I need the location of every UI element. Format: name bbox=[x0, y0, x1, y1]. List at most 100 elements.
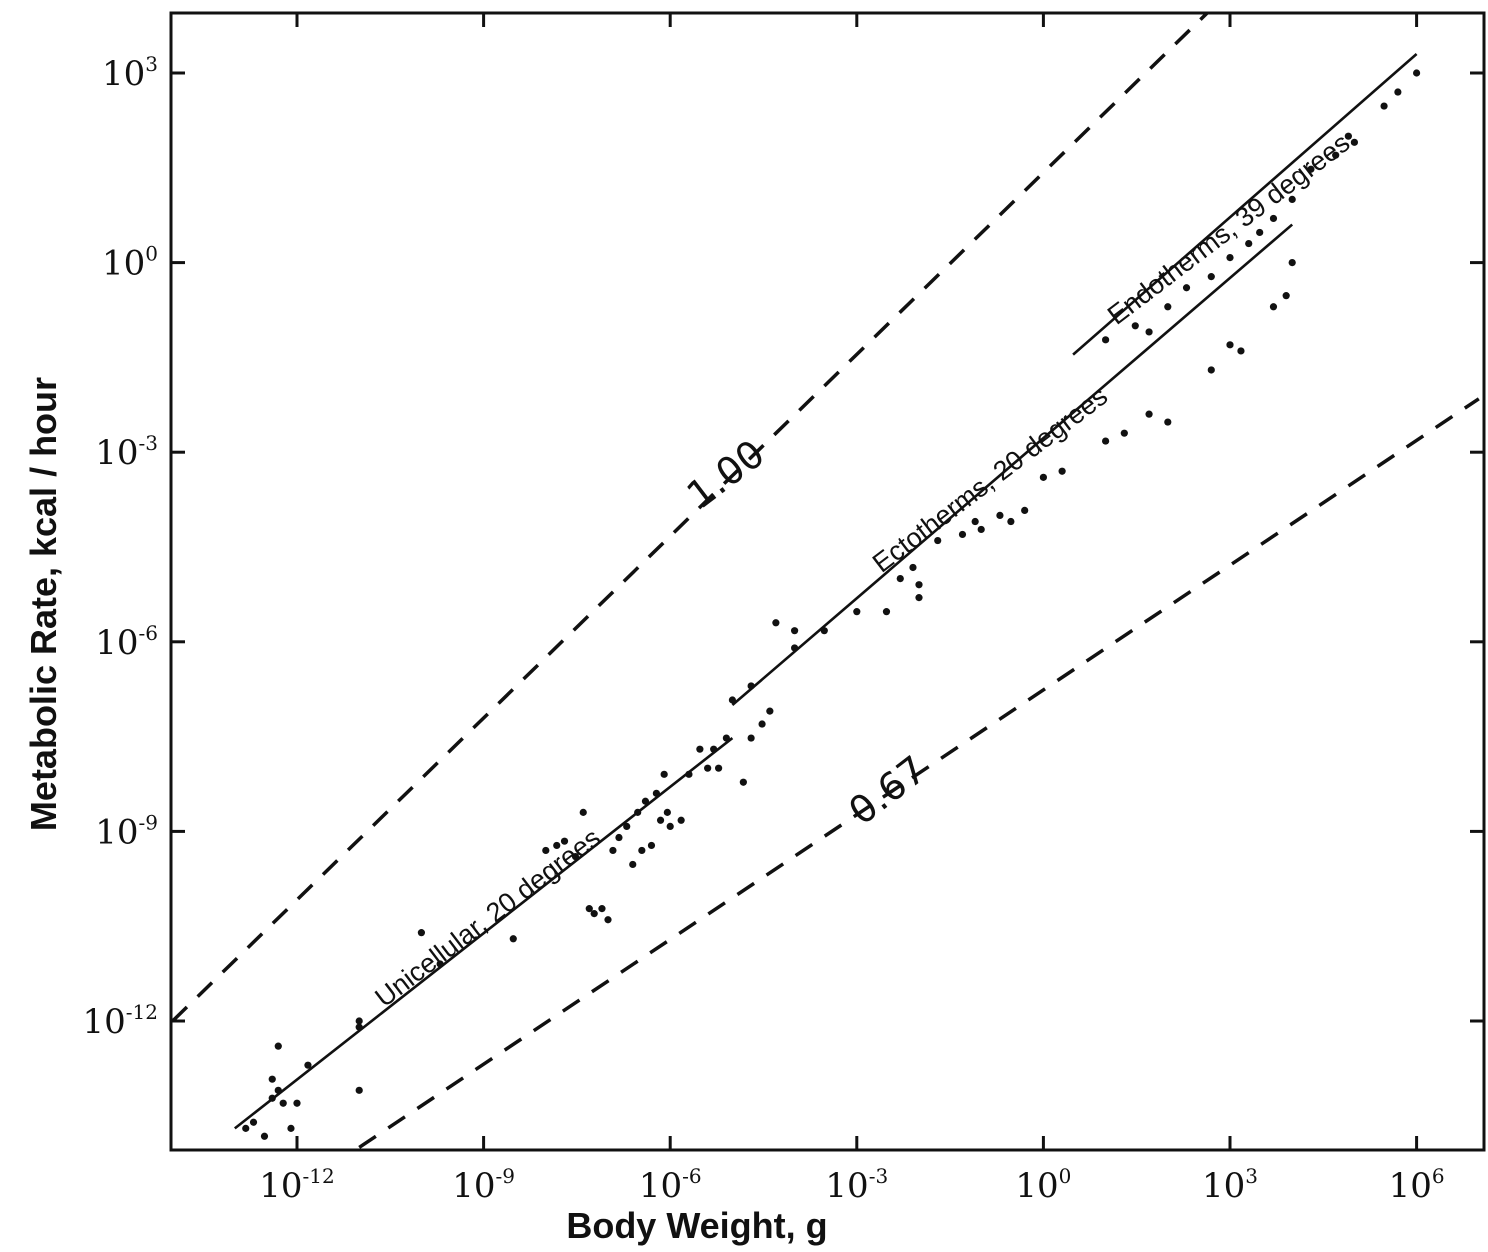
x-tick-label: 100 bbox=[1015, 1164, 1071, 1206]
data-point bbox=[656, 816, 665, 824]
data-point bbox=[996, 511, 1004, 519]
data-point bbox=[772, 619, 780, 627]
y-tick-label: 103 bbox=[102, 52, 158, 94]
data-point bbox=[747, 734, 755, 742]
x-tick-label: 10-6 bbox=[639, 1164, 702, 1206]
data-point bbox=[647, 841, 656, 850]
data-point bbox=[274, 1042, 282, 1050]
fit-lines bbox=[233, 52, 1418, 1130]
data-point bbox=[971, 517, 979, 526]
label-slope-100: 1.00 bbox=[679, 431, 773, 517]
data-point bbox=[685, 770, 693, 778]
data-point bbox=[553, 841, 561, 850]
data-point bbox=[293, 1099, 301, 1107]
data-point bbox=[355, 1023, 363, 1031]
x-axis-ticks: 10-12 10-9 10-6 10-3 100 103 106 bbox=[259, 13, 1445, 1206]
data-point bbox=[279, 1099, 287, 1107]
fit-line bbox=[1072, 52, 1418, 356]
data-point bbox=[623, 822, 631, 830]
data-point bbox=[304, 1061, 312, 1069]
data-point bbox=[1288, 195, 1296, 203]
data-point bbox=[249, 1118, 258, 1126]
data-point bbox=[1182, 284, 1191, 292]
data-point bbox=[1007, 517, 1015, 526]
data-point bbox=[728, 696, 737, 704]
data-point bbox=[1021, 506, 1029, 514]
data-point bbox=[615, 833, 623, 842]
data-point bbox=[609, 846, 617, 855]
data-point bbox=[882, 608, 891, 616]
data-point bbox=[666, 822, 674, 830]
y-tick-label: 10-3 bbox=[95, 431, 158, 473]
label-unicellular: Unicellular, 20 degrees bbox=[369, 823, 606, 1013]
data-point bbox=[1282, 292, 1290, 300]
data-point bbox=[915, 594, 923, 602]
data-point bbox=[977, 525, 985, 534]
data-point bbox=[663, 808, 671, 816]
data-point bbox=[677, 816, 685, 824]
data-point bbox=[274, 1086, 282, 1094]
x-tick-label: 10-12 bbox=[259, 1164, 334, 1206]
data-point bbox=[1269, 214, 1278, 223]
y-axis-title: Metabolic Rate, kcal / hour bbox=[23, 377, 64, 831]
fit-line bbox=[731, 223, 1294, 706]
x-tick-label: 10-3 bbox=[825, 1164, 888, 1206]
data-point bbox=[739, 778, 747, 786]
data-point bbox=[747, 682, 755, 690]
y-tick-label: 10-9 bbox=[95, 810, 158, 852]
data-point bbox=[1237, 347, 1245, 355]
data-point bbox=[958, 530, 967, 539]
data-point bbox=[268, 1075, 276, 1083]
data-point bbox=[1207, 273, 1215, 281]
reference-lines bbox=[171, 13, 1480, 1149]
data-point bbox=[1269, 303, 1278, 311]
data-point bbox=[598, 905, 606, 913]
data-point bbox=[915, 581, 923, 589]
data-point bbox=[1164, 418, 1172, 426]
data-point bbox=[417, 929, 425, 937]
data-point bbox=[585, 905, 593, 913]
data-point bbox=[704, 764, 712, 772]
data-point bbox=[715, 764, 723, 772]
data-point bbox=[1145, 410, 1153, 418]
line-labels: Unicellular, 20 degrees Ectotherms, 20 de… bbox=[369, 127, 1355, 1012]
data-point bbox=[590, 910, 598, 918]
data-point bbox=[260, 1132, 269, 1140]
data-point bbox=[652, 789, 661, 797]
data-point bbox=[1102, 437, 1110, 445]
data-point bbox=[1207, 366, 1215, 374]
x-axis-title: Body Weight, g bbox=[566, 1205, 827, 1246]
data-point bbox=[509, 935, 517, 943]
data-point bbox=[853, 608, 861, 616]
data-point bbox=[758, 720, 766, 728]
data-point bbox=[1380, 102, 1388, 110]
reference-line bbox=[171, 13, 1210, 1023]
data-point bbox=[1288, 259, 1296, 267]
data-point bbox=[355, 1086, 363, 1094]
data-point bbox=[287, 1124, 295, 1132]
data-point bbox=[641, 797, 650, 805]
data-point bbox=[1350, 138, 1358, 146]
data-point bbox=[268, 1094, 276, 1102]
data-point bbox=[242, 1124, 250, 1132]
data-point bbox=[896, 575, 904, 583]
data-point bbox=[791, 644, 799, 652]
data-point bbox=[571, 852, 580, 861]
data-point bbox=[1120, 429, 1128, 437]
plot-frame bbox=[169, 11, 1486, 1152]
data-point bbox=[436, 960, 444, 968]
label-slope-067: 0.67 bbox=[841, 747, 935, 833]
data-point bbox=[604, 916, 612, 924]
x-tick-label: 10-9 bbox=[452, 1164, 515, 1206]
data-point bbox=[722, 734, 730, 742]
data-point bbox=[791, 627, 799, 635]
data-point bbox=[1145, 328, 1153, 336]
y-axis-ticks: 103 100 10-3 10-6 10-9 10-12 bbox=[83, 52, 1484, 1042]
data-point bbox=[542, 846, 550, 855]
data-point bbox=[766, 707, 774, 715]
data-point bbox=[1102, 336, 1110, 344]
x-tick-label: 106 bbox=[1389, 1164, 1445, 1206]
data-point bbox=[1164, 303, 1172, 311]
data-point bbox=[1394, 88, 1402, 96]
